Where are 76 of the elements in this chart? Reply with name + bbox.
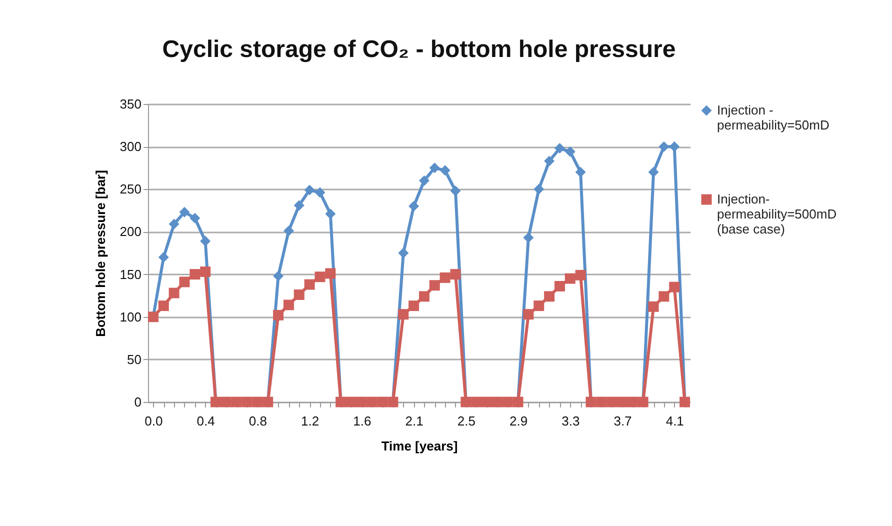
point	[554, 280, 565, 292]
x-tick-label: 3.7	[614, 414, 632, 428]
point	[314, 272, 326, 282]
point	[658, 291, 670, 302]
point	[418, 175, 430, 186]
point	[190, 212, 200, 224]
point	[408, 200, 420, 212]
point	[429, 280, 440, 291]
y-tick-label: 200	[120, 224, 142, 240]
y-tick-label: 300	[120, 139, 142, 154]
y-tick-label: 0	[134, 394, 142, 410]
point	[158, 252, 169, 262]
y-axis-title: Bottom hole pressure [bar]	[92, 170, 108, 337]
x-tick-label: 2.9	[509, 414, 528, 428]
point	[534, 300, 544, 312]
point	[648, 166, 659, 178]
point	[575, 166, 586, 178]
point	[325, 208, 336, 220]
point	[523, 309, 534, 320]
point	[554, 143, 565, 154]
point	[398, 248, 409, 258]
point	[429, 162, 440, 174]
point	[304, 279, 315, 290]
y-tick-label: 150	[120, 266, 142, 282]
chart-title: Cyclic storage of CO₂ - bottom hole pressure	[162, 36, 676, 63]
point	[408, 300, 420, 312]
point	[450, 186, 461, 196]
point	[273, 310, 284, 320]
point	[669, 141, 680, 152]
point	[190, 269, 200, 280]
x-tick-label: 0.8	[248, 414, 267, 428]
point	[398, 309, 409, 320]
point	[273, 270, 284, 282]
x-tick-label: 4.1	[666, 414, 684, 428]
legend-label: Injection - permeability=50mD	[717, 102, 830, 132]
y-tick-label: 350	[120, 96, 142, 112]
point	[179, 276, 190, 288]
point	[564, 273, 576, 284]
y-tick-label: 50	[127, 352, 142, 367]
point	[575, 270, 586, 280]
point	[158, 300, 169, 312]
x-tick-label: 0.0	[144, 414, 163, 428]
y-tick-label: 100	[120, 309, 142, 324]
point	[658, 141, 670, 152]
x-tick-label: 1.6	[353, 414, 372, 428]
point	[648, 301, 659, 312]
point	[200, 266, 211, 277]
point	[544, 156, 555, 166]
point	[168, 218, 180, 230]
x-tick-label: 3.3	[562, 414, 580, 428]
point	[200, 236, 211, 246]
point	[669, 282, 680, 292]
point	[304, 184, 315, 196]
point	[179, 206, 190, 218]
point	[544, 291, 555, 302]
legend-label: Injection-permeability=500mD (base case)	[717, 192, 837, 236]
x-axis-title: Time [years]	[381, 438, 458, 454]
point	[440, 272, 450, 283]
point	[450, 269, 461, 280]
point	[283, 300, 294, 310]
x-tick-label: 2.5	[457, 414, 476, 428]
point	[168, 288, 180, 298]
x-tick-label: 0.4	[196, 414, 215, 428]
point	[523, 232, 534, 243]
point	[314, 187, 326, 198]
point	[440, 165, 450, 176]
point	[564, 146, 576, 157]
point	[325, 268, 336, 279]
point	[294, 200, 304, 211]
point	[283, 226, 294, 236]
y-tick-label: 250	[120, 182, 142, 197]
x-tick-label: 1.2	[301, 414, 320, 428]
x-tick-label: 2.1	[405, 414, 424, 428]
point	[294, 289, 304, 300]
point	[418, 291, 430, 302]
point	[534, 184, 544, 194]
